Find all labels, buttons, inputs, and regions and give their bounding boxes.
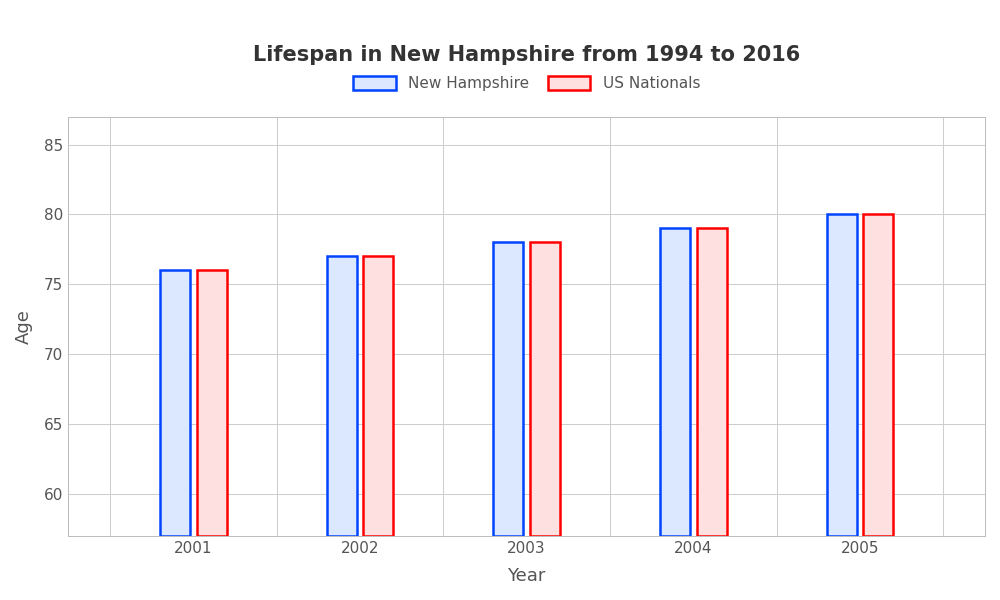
Bar [660,229,690,536]
Legend: New Hampshire, US Nationals: New Hampshire, US Nationals [347,70,706,97]
Bar [363,256,393,536]
Bar [160,271,190,536]
Bar [327,256,357,536]
X-axis label: Year: Year [507,567,546,585]
Bar [493,242,523,536]
Bar [197,271,227,536]
Bar [827,214,857,536]
Title: Lifespan in New Hampshire from 1994 to 2016: Lifespan in New Hampshire from 1994 to 2… [253,45,800,65]
Bar [697,229,727,536]
Bar [863,214,893,536]
Bar [530,242,560,536]
Y-axis label: Age: Age [15,309,33,344]
